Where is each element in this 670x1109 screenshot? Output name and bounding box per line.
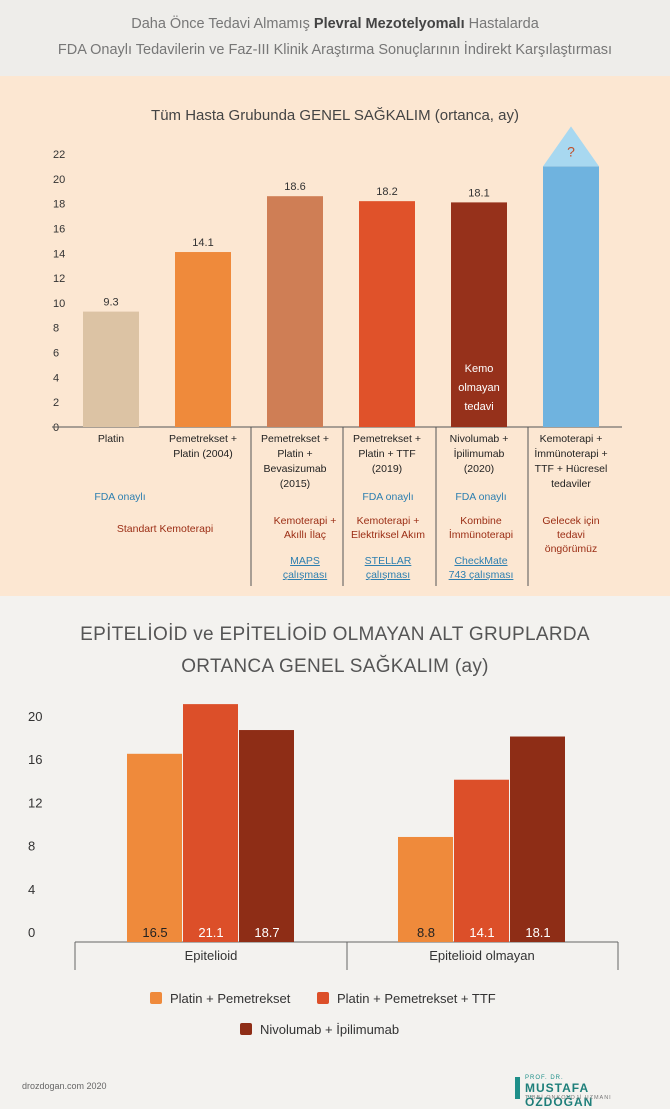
legend-swatch-2	[317, 992, 329, 1004]
bar	[175, 252, 231, 427]
bar	[454, 779, 509, 942]
bar	[359, 201, 415, 427]
bar-value-label: 18.1	[468, 187, 489, 199]
category-label: tedaviler	[551, 478, 591, 490]
header: Daha Önce Tedavi Almamış Plevral Mezotel…	[0, 0, 670, 76]
category-label: Platin +	[277, 448, 312, 460]
bar-inner-label: Kemo	[465, 363, 494, 375]
logo-name: MUSTAFA ÖZDOĞAN	[525, 1081, 594, 1109]
bar-value-label: 18.2	[376, 186, 397, 198]
y-tick-label: 18	[53, 199, 65, 211]
y-tick-label: 12	[28, 795, 42, 810]
legend-item-1: Platin + Pemetrekset	[150, 991, 290, 1006]
subgroup-chart: 0 4 8 12 16 20 16.5 8.8 21.1 14.1 18.7 18.1 Epitelio…	[28, 704, 619, 970]
category-label: TTF + Hücresel	[535, 463, 608, 475]
subgroup-panel: EPİTELİOİD ve EPİTELİOİD OLMAYAN ALT GRU…	[0, 596, 670, 1064]
bar-value-label: 14.1	[469, 925, 494, 940]
bar	[127, 753, 182, 942]
bar-value-label: 8.8	[417, 925, 435, 940]
stellar-study-link[interactable]: STELLAR çalışması	[364, 555, 412, 581]
y-tick-label: 20	[53, 174, 65, 186]
category-label: Pemetrekset +	[353, 433, 421, 445]
category-label: Platin (2004)	[173, 448, 233, 460]
bar-inner-label: tedavi	[464, 401, 493, 413]
category-label: Bevasizumab	[263, 463, 326, 475]
col6-note: Gelecek için tedavi öngörümüz	[542, 515, 600, 555]
legend-item-2: Platin + Pemetrekset + TTF	[317, 991, 496, 1006]
y-tick-label: 10	[53, 298, 65, 310]
chart2-title-line1: EPİTELİOİD ve EPİTELİOİD OLMAYAN ALT GRU…	[80, 624, 590, 645]
category-label: Epitelioid olmayan	[429, 948, 535, 963]
category-label: Platin + TTF	[358, 448, 415, 460]
bar-value-label: 14.1	[192, 237, 213, 249]
maps-study-link[interactable]: MAPS çalışması	[282, 555, 328, 581]
header-line2: FDA Onaylı Tedavilerin ve Faz-III Klinik…	[57, 42, 613, 58]
fda-label-1: FDA onaylı	[94, 491, 146, 503]
overall-survival-panel: Tüm Hasta Grubunda GENEL SAĞKALIM (ortan…	[0, 76, 670, 596]
standard-chemo-label: Standart Kemoterapi	[116, 523, 214, 535]
footer-site: drozdogan.com 2020	[22, 1081, 107, 1091]
author-logo: PROF. DR. MUSTAFA ÖZDOĞAN TIBBİ ONKOLOJİ…	[515, 1074, 655, 1109]
y-tick-label: 14	[53, 248, 65, 260]
category-label: Kemoterapi +	[540, 433, 603, 445]
chart2-title-line2: ORTANCA GENEL SAĞKALIM (ay)	[181, 656, 489, 677]
header-line1: Daha Önce Tedavi Almamış Plevral Mezotel…	[131, 16, 539, 32]
bar-value-label: 9.3	[103, 297, 118, 309]
y-tick-label: 8	[28, 839, 35, 854]
y-tick-label: 4	[28, 882, 35, 897]
legend-swatch-1	[150, 992, 162, 1004]
category-label: İpilimumab	[454, 447, 505, 460]
fda-label-5: FDA onaylı	[455, 491, 507, 503]
bar-value-label: 21.1	[198, 925, 223, 940]
bar	[267, 196, 323, 427]
category-label: Pemetrekset +	[169, 433, 237, 445]
col5-note: Kombine İmmünoterapi	[448, 515, 514, 541]
y-tick-label: 0	[28, 925, 35, 940]
col3-note: Kemoterapi + Akıllı İlaç	[273, 515, 337, 541]
chart1-title: Tüm Hasta Grubunda GENEL SAĞKALIM (ortan…	[151, 107, 519, 124]
future-bar	[543, 166, 599, 427]
bar	[239, 730, 294, 942]
bar	[83, 311, 139, 427]
checkmate-study-link[interactable]: CheckMate 743 çalışması	[448, 555, 514, 581]
col4-note: Kemoterapi + Elektriksel Akım	[350, 515, 426, 541]
legend-swatch-3	[240, 1023, 252, 1035]
category-label: Platin	[98, 433, 124, 445]
y-tick-label: 4	[53, 372, 59, 384]
y-tick-label: 6	[53, 348, 59, 360]
category-label: İmmünoterapi +	[534, 447, 607, 460]
y-tick-label: 8	[53, 323, 59, 335]
y-tick-label: 22	[53, 149, 65, 161]
bar-value-label: 18.6	[284, 181, 305, 193]
logo-mark	[515, 1077, 520, 1099]
bar-value-label: 16.5	[142, 925, 167, 940]
y-tick-label: 2	[53, 397, 59, 409]
bar-value-label: 18.7	[254, 925, 279, 940]
category-label: (2019)	[372, 463, 402, 475]
logo-title: PROF. DR.	[525, 1075, 564, 1081]
future-bar-label: ?	[567, 143, 575, 159]
bar	[510, 736, 565, 942]
y-tick-label: 16	[28, 752, 42, 767]
category-label: Pemetrekset +	[261, 433, 329, 445]
y-tick-label: 12	[53, 273, 65, 285]
y-tick-label: 20	[28, 709, 42, 724]
category-label: (2020)	[464, 463, 494, 475]
bar	[183, 704, 238, 942]
overall-survival-chart: 0 2 4 6 8 10 12 14 16 18 20 22 9.3 Platin 14.1 Pemetrek…	[52, 126, 622, 586]
legend-item-3: Nivolumab + İpilimumab	[240, 1022, 399, 1037]
bar	[398, 836, 453, 942]
y-tick-label: 0	[53, 422, 59, 434]
future-bar-arrow	[543, 126, 599, 167]
bar-value-label: 18.1	[525, 925, 550, 940]
category-label: Nivolumab +	[450, 433, 509, 445]
logo-subtitle: TIBBİ ONKOLOJİ UZMANI	[525, 1095, 612, 1101]
fda-label-4: FDA onaylı	[362, 491, 414, 503]
category-label: (2015)	[280, 478, 310, 490]
category-label: Epitelioid	[185, 948, 238, 963]
bar-inner-label: olmayan	[458, 382, 500, 394]
bar	[451, 202, 507, 427]
y-tick-label: 16	[53, 223, 65, 235]
